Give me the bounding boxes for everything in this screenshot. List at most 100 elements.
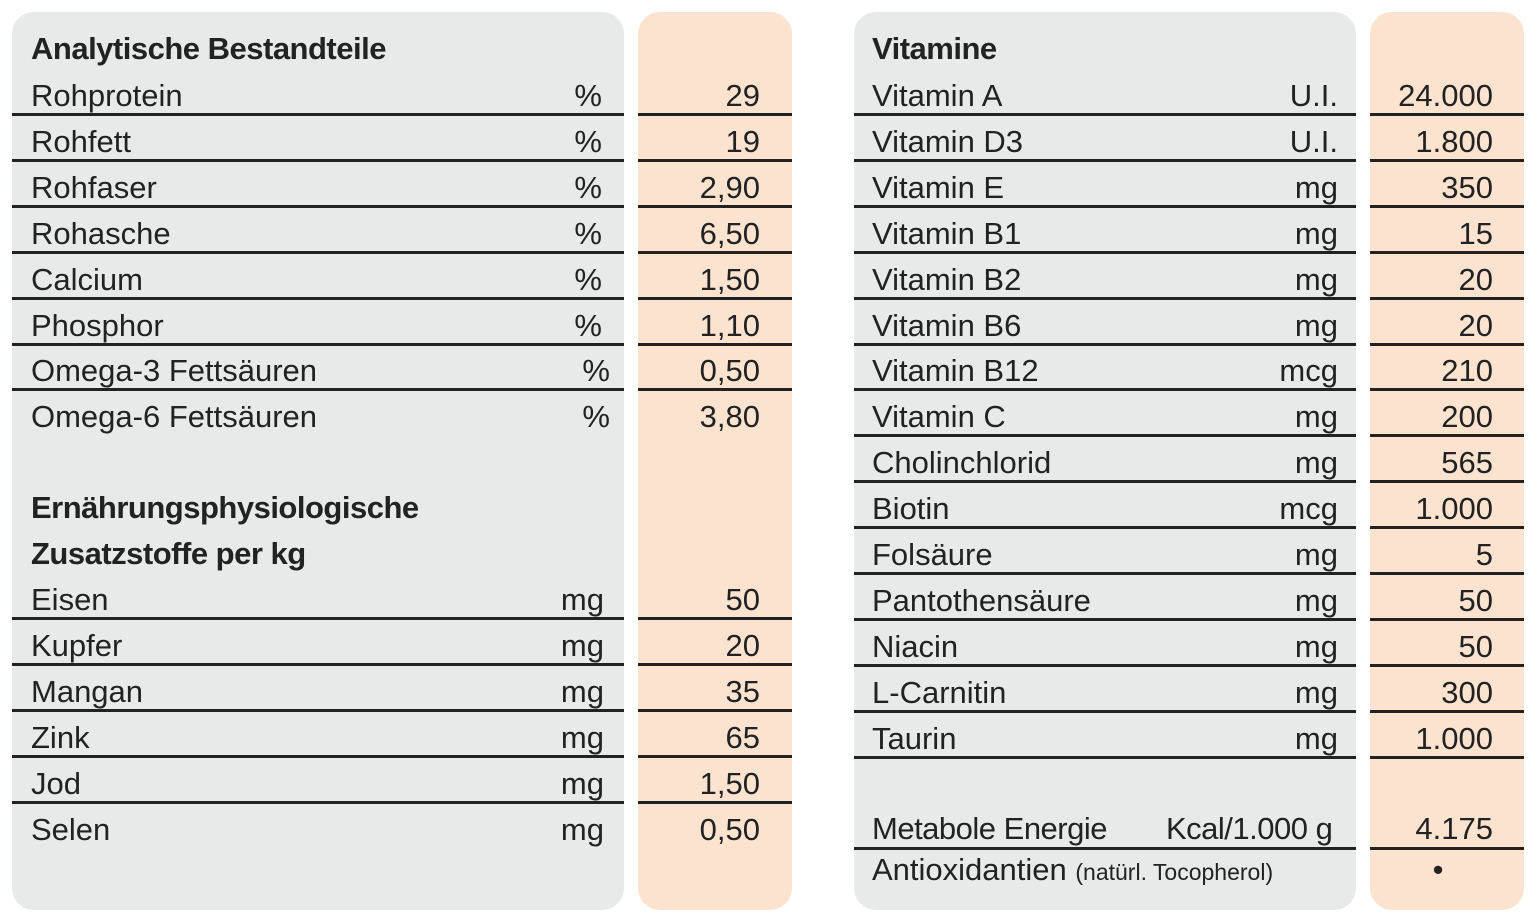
value-rule bbox=[638, 800, 792, 804]
additive-row-name: Selen bbox=[31, 811, 111, 847]
vitamin-row-name: Vitamin D3 bbox=[872, 123, 1024, 159]
value-rule bbox=[638, 158, 792, 162]
vitamin-row-unit: mg bbox=[1294, 261, 1338, 297]
vitamin-row-value: 20 bbox=[1458, 261, 1493, 297]
analytic-row-name: Phosphor bbox=[31, 307, 164, 343]
row-rule bbox=[12, 342, 624, 346]
value-rule bbox=[1370, 480, 1524, 484]
analytic-row-name: Rohasche bbox=[31, 215, 171, 251]
value-rule bbox=[1370, 526, 1524, 530]
vitamin-row-name: Vitamin B1 bbox=[872, 215, 1022, 251]
row-rule bbox=[854, 480, 1356, 484]
vitamin-row-value: 50 bbox=[1458, 582, 1493, 618]
row-rule bbox=[12, 388, 624, 392]
vitamin-row-value: 1.000 bbox=[1415, 491, 1493, 527]
analytic-row-unit: % bbox=[574, 78, 602, 113]
row-rule bbox=[854, 755, 1356, 759]
row-rule bbox=[854, 388, 1356, 392]
value-rule bbox=[638, 388, 792, 392]
vitamin-row-unit: U.I. bbox=[1289, 123, 1338, 159]
vitamin-row-value: 20 bbox=[1458, 307, 1493, 343]
vitamin-row-name: Vitamin B2 bbox=[872, 261, 1022, 297]
vitamin-row-name: Pantothensäure bbox=[872, 582, 1091, 618]
vitamin-row-value: 200 bbox=[1441, 399, 1493, 435]
analytic-row-unit: % bbox=[582, 353, 610, 389]
additives-heading-line1: Ernährungsphysiologische bbox=[31, 490, 419, 525]
vitamin-row-unit: mg bbox=[1294, 674, 1338, 710]
value-rule bbox=[638, 250, 792, 254]
value-rule bbox=[1370, 572, 1524, 575]
vitamin-row-name: Vitamin B6 bbox=[872, 307, 1022, 343]
value-rule bbox=[638, 708, 792, 712]
row-rule bbox=[854, 617, 1356, 621]
value-rule bbox=[638, 342, 792, 346]
row-rule bbox=[12, 204, 624, 208]
antioxidants-label: Antioxidantien bbox=[872, 852, 1067, 887]
vitamin-row-unit: mcg bbox=[1279, 353, 1338, 389]
analytic-row-name: Omega-3 Fettsäuren bbox=[31, 353, 318, 389]
additive-row-name: Eisen bbox=[31, 582, 109, 617]
vitamin-row-unit: U.I. bbox=[1289, 78, 1338, 113]
additive-row-name: Mangan bbox=[31, 673, 144, 709]
vitamin-row-name: Vitamin A bbox=[872, 78, 1003, 113]
row-rule bbox=[854, 113, 1356, 116]
value-rule bbox=[1370, 388, 1524, 392]
additive-row-unit: mg bbox=[560, 627, 604, 663]
value-rule bbox=[1370, 617, 1524, 621]
analytic-row-name: Calcium bbox=[31, 261, 143, 297]
analytic-row-value: 3,80 bbox=[699, 399, 760, 435]
value-rule bbox=[638, 113, 792, 116]
additive-row-value: 0,50 bbox=[699, 811, 760, 847]
row-rule bbox=[854, 663, 1356, 667]
vitamin-row-value: 15 bbox=[1458, 215, 1493, 251]
vitamin-row-value: 24.000 bbox=[1398, 78, 1493, 113]
value-rule bbox=[1370, 113, 1524, 116]
vitamin-row-name: Vitamin B12 bbox=[872, 353, 1039, 389]
vitamin-row-name: L-Carnitin bbox=[872, 674, 1007, 710]
additive-row-name: Zink bbox=[31, 719, 90, 755]
analytic-row-value: 0,50 bbox=[699, 353, 760, 389]
vitamin-row-unit: mg bbox=[1294, 720, 1338, 756]
row-rule bbox=[854, 296, 1356, 300]
vitamin-row-unit: mg bbox=[1294, 215, 1338, 251]
vitamin-row-unit: mg bbox=[1294, 445, 1338, 481]
additive-row-value: 65 bbox=[725, 719, 760, 755]
additive-row-unit: mg bbox=[560, 811, 604, 847]
vitamin-row-value: 1.000 bbox=[1415, 720, 1493, 756]
value-rule bbox=[1370, 342, 1524, 346]
vitamin-row-value: 210 bbox=[1441, 353, 1493, 389]
additive-row-value: 35 bbox=[725, 673, 760, 709]
row-rule bbox=[12, 662, 624, 666]
antioxidants-row: Antioxidantien (natürl. Tocopherol) bbox=[872, 852, 1273, 890]
analytic-row-value: 6,50 bbox=[699, 215, 760, 251]
analytic-heading: Analytische Bestandteile bbox=[31, 31, 386, 66]
row-rule bbox=[12, 617, 624, 620]
antioxidants-note: (natürl. Tocopherol) bbox=[1075, 859, 1274, 885]
value-rule bbox=[638, 204, 792, 208]
value-rule bbox=[1370, 158, 1524, 162]
row-rule bbox=[12, 708, 624, 712]
additive-row-name: Jod bbox=[31, 765, 81, 801]
additive-row-unit: mg bbox=[560, 673, 604, 709]
value-rule bbox=[1370, 250, 1524, 254]
vitamins-heading: Vitamine bbox=[872, 31, 997, 66]
value-rule bbox=[1370, 296, 1524, 300]
vitamin-row-name: Cholinchlorid bbox=[872, 445, 1052, 481]
analytic-row-name: Rohfaser bbox=[31, 169, 157, 205]
vitamin-row-name: Biotin bbox=[872, 491, 950, 527]
row-rule bbox=[12, 250, 624, 254]
value-rule bbox=[1370, 709, 1524, 713]
vitamin-row-name: Taurin bbox=[872, 720, 957, 756]
additive-row-unit: mg bbox=[560, 582, 604, 617]
vitamin-row-unit: mg bbox=[1294, 582, 1338, 618]
vitamin-row-unit: mcg bbox=[1279, 491, 1338, 527]
analytic-row-unit: % bbox=[574, 307, 602, 343]
row-rule bbox=[12, 800, 624, 804]
additive-row-unit: mg bbox=[560, 719, 604, 755]
value-rule bbox=[638, 617, 792, 620]
energy-rule bbox=[854, 847, 1356, 850]
vitamin-row-value: 1.800 bbox=[1415, 123, 1493, 159]
vitamin-row-unit: mg bbox=[1294, 399, 1338, 435]
analytic-row-unit: % bbox=[582, 399, 610, 435]
value-rule bbox=[638, 662, 792, 666]
